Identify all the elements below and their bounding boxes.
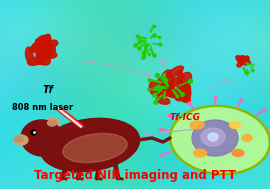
- Ellipse shape: [163, 90, 180, 98]
- Ellipse shape: [232, 149, 244, 156]
- Ellipse shape: [179, 86, 191, 101]
- Ellipse shape: [241, 58, 245, 60]
- Ellipse shape: [30, 46, 35, 52]
- Ellipse shape: [37, 47, 48, 58]
- Ellipse shape: [162, 74, 174, 88]
- Ellipse shape: [244, 59, 247, 65]
- Ellipse shape: [165, 78, 178, 93]
- Ellipse shape: [159, 84, 167, 96]
- Ellipse shape: [15, 136, 23, 142]
- Ellipse shape: [14, 135, 28, 145]
- Ellipse shape: [41, 39, 51, 50]
- Ellipse shape: [245, 60, 248, 64]
- Ellipse shape: [25, 47, 33, 63]
- Ellipse shape: [239, 56, 245, 60]
- Ellipse shape: [45, 53, 52, 59]
- Ellipse shape: [190, 121, 204, 129]
- Ellipse shape: [245, 60, 251, 64]
- Ellipse shape: [39, 56, 50, 65]
- Ellipse shape: [238, 57, 241, 60]
- Ellipse shape: [161, 80, 170, 89]
- Ellipse shape: [157, 87, 165, 97]
- Ellipse shape: [241, 57, 245, 60]
- Ellipse shape: [245, 56, 249, 61]
- Ellipse shape: [180, 82, 190, 89]
- Ellipse shape: [28, 57, 42, 65]
- Ellipse shape: [36, 39, 42, 45]
- Ellipse shape: [201, 128, 225, 146]
- Ellipse shape: [178, 70, 183, 83]
- Ellipse shape: [48, 120, 56, 126]
- Ellipse shape: [175, 90, 185, 101]
- Ellipse shape: [45, 51, 57, 58]
- Ellipse shape: [40, 118, 140, 172]
- Ellipse shape: [32, 43, 40, 53]
- Text: Targeted NIR imaging and PTT: Targeted NIR imaging and PTT: [34, 169, 236, 182]
- Ellipse shape: [230, 122, 241, 129]
- Ellipse shape: [42, 34, 50, 46]
- Text: Tf-ICG: Tf-ICG: [170, 113, 201, 122]
- Ellipse shape: [238, 57, 243, 60]
- Ellipse shape: [168, 66, 183, 77]
- Ellipse shape: [236, 56, 241, 60]
- Ellipse shape: [192, 120, 238, 156]
- Ellipse shape: [237, 63, 242, 67]
- Ellipse shape: [149, 81, 159, 95]
- Ellipse shape: [238, 61, 244, 64]
- Ellipse shape: [170, 106, 270, 174]
- Ellipse shape: [242, 59, 245, 62]
- Text: Tf: Tf: [43, 85, 53, 95]
- Ellipse shape: [246, 57, 249, 61]
- Ellipse shape: [243, 57, 246, 60]
- Ellipse shape: [244, 57, 248, 60]
- Ellipse shape: [63, 133, 127, 163]
- Ellipse shape: [240, 57, 244, 60]
- Ellipse shape: [242, 135, 252, 142]
- Ellipse shape: [36, 57, 45, 64]
- Ellipse shape: [243, 59, 246, 63]
- Ellipse shape: [45, 118, 59, 128]
- Ellipse shape: [38, 36, 51, 43]
- Ellipse shape: [158, 82, 173, 97]
- Ellipse shape: [163, 84, 177, 97]
- Ellipse shape: [208, 133, 218, 141]
- Ellipse shape: [194, 149, 207, 157]
- Ellipse shape: [177, 72, 192, 90]
- Ellipse shape: [21, 120, 63, 156]
- Ellipse shape: [237, 59, 241, 60]
- Ellipse shape: [240, 61, 246, 65]
- Ellipse shape: [38, 39, 52, 51]
- Ellipse shape: [182, 85, 191, 93]
- Ellipse shape: [40, 53, 48, 58]
- Ellipse shape: [163, 86, 174, 95]
- Ellipse shape: [35, 39, 41, 45]
- Ellipse shape: [240, 59, 243, 65]
- Ellipse shape: [177, 91, 185, 100]
- Ellipse shape: [38, 46, 51, 57]
- Text: 808 nm laser: 808 nm laser: [12, 103, 73, 112]
- Ellipse shape: [36, 50, 46, 58]
- Ellipse shape: [46, 44, 55, 56]
- Ellipse shape: [158, 77, 170, 88]
- Ellipse shape: [48, 40, 58, 47]
- Ellipse shape: [175, 89, 190, 102]
- Ellipse shape: [162, 70, 171, 79]
- Ellipse shape: [36, 42, 40, 49]
- Ellipse shape: [35, 41, 45, 47]
- Ellipse shape: [156, 97, 170, 104]
- Ellipse shape: [239, 60, 242, 62]
